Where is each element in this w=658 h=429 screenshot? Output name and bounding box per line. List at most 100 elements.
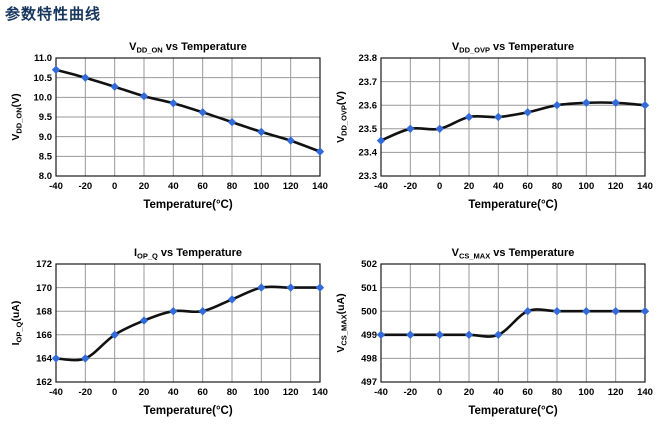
data-point-marker bbox=[552, 101, 562, 110]
y-axis-label: VDD_ON(V) bbox=[10, 93, 24, 140]
x-axis-label: Temperature(°C) bbox=[143, 199, 233, 211]
svg-text:-40: -40 bbox=[49, 181, 63, 192]
svg-text:168: 168 bbox=[36, 306, 52, 317]
series-line bbox=[54, 68, 322, 153]
y-axis-label: VCS_MAX(uA) bbox=[335, 293, 349, 352]
data-point-marker bbox=[552, 307, 562, 316]
chart-canvas-iop-q: 162 164 166 168 170 172 -40 -20 0 20 40 60 80 100 120 1… bbox=[10, 247, 328, 417]
data-point-marker bbox=[227, 295, 237, 304]
y-axis-label: IOP_Q(uA) bbox=[10, 301, 24, 346]
y-tick-labels: 8.0 8.5 9.0 9.5 10.0 10.5 11.0 bbox=[34, 53, 53, 182]
svg-text:-20: -20 bbox=[78, 181, 92, 192]
svg-text:-40: -40 bbox=[49, 387, 63, 398]
x-tick-labels: -40 -20 0 20 40 60 80 100 120 140 bbox=[49, 181, 328, 192]
chart-title: VCS_MAX vs Temperature bbox=[452, 247, 575, 261]
y-tick-labels: 497 498 499 500 501 502 bbox=[361, 259, 378, 388]
data-point-marker bbox=[435, 124, 444, 133]
series-line bbox=[379, 101, 647, 142]
svg-text:23.8: 23.8 bbox=[359, 53, 378, 64]
series-line bbox=[379, 308, 647, 338]
svg-text:8.0: 8.0 bbox=[39, 171, 52, 182]
svg-text:100: 100 bbox=[578, 387, 594, 398]
chart-vdd-on-vs-temperature: 8.0 8.5 9.0 9.5 10.0 10.5 11.0 -40 -20 0 20 40 60 80 1… bbox=[8, 36, 330, 216]
x-axis-label: Temperature(°C) bbox=[468, 199, 558, 211]
data-point-marker bbox=[435, 330, 444, 339]
svg-text:140: 140 bbox=[637, 387, 653, 398]
x-tick-labels: -40 -20 0 20 40 60 80 100 120 140 bbox=[374, 181, 653, 192]
data-point-marker bbox=[582, 98, 591, 107]
charts-grid: 8.0 8.5 9.0 9.5 10.0 10.5 11.0 -40 -20 0 20 40 60 80 1… bbox=[8, 36, 655, 422]
y-axis-label: VDD_OVP(V) bbox=[335, 91, 349, 143]
svg-text:60: 60 bbox=[197, 181, 208, 192]
svg-text:499: 499 bbox=[361, 330, 377, 341]
svg-text:170: 170 bbox=[36, 283, 52, 294]
chart-canvas-vcs-max: 497 498 499 500 501 502 -40 -20 0 20 40 60 80 100 120 1… bbox=[335, 247, 653, 417]
data-point-marker bbox=[640, 101, 650, 110]
data-point-marker bbox=[110, 82, 119, 91]
gridlines bbox=[381, 58, 645, 176]
x-tick-labels: -40 -20 0 20 40 60 80 100 120 140 bbox=[374, 387, 653, 398]
data-point-marker bbox=[286, 136, 295, 145]
data-point-marker bbox=[257, 283, 266, 292]
svg-text:166: 166 bbox=[36, 330, 52, 341]
data-point-marker bbox=[376, 136, 386, 145]
data-point-marker bbox=[406, 124, 415, 133]
plot-frame bbox=[380, 263, 646, 383]
data-point-marker bbox=[582, 307, 591, 316]
svg-text:164: 164 bbox=[36, 354, 53, 365]
data-point-marker bbox=[494, 112, 503, 122]
data-point-marker bbox=[523, 108, 532, 117]
svg-text:120: 120 bbox=[608, 181, 624, 192]
svg-text:23.5: 23.5 bbox=[359, 124, 378, 135]
data-point-marker bbox=[169, 307, 178, 316]
svg-text:140: 140 bbox=[637, 181, 653, 192]
x-axis-label: Temperature(°C) bbox=[143, 405, 233, 417]
svg-text:500: 500 bbox=[361, 306, 377, 317]
chart-vcs-max-vs-temperature: 497 498 499 500 501 502 -40 -20 0 20 40 60 80 100 120 1… bbox=[333, 242, 655, 422]
svg-text:172: 172 bbox=[36, 259, 52, 270]
svg-text:120: 120 bbox=[283, 181, 299, 192]
svg-text:140: 140 bbox=[312, 181, 328, 192]
svg-text:60: 60 bbox=[197, 387, 208, 398]
x-tick-labels: -40 -20 0 20 40 60 80 100 120 140 bbox=[49, 387, 328, 398]
plot-frame bbox=[55, 57, 321, 177]
data-point-marker bbox=[51, 354, 61, 363]
svg-text:23.7: 23.7 bbox=[359, 77, 378, 88]
svg-text:9.0: 9.0 bbox=[39, 132, 52, 143]
series-line bbox=[54, 285, 322, 362]
svg-text:0: 0 bbox=[437, 181, 442, 192]
data-point-marker bbox=[198, 108, 207, 117]
data-point-marker bbox=[81, 73, 90, 82]
svg-text:0: 0 bbox=[112, 181, 117, 192]
chart-title: VDD_OVP vs Temperature bbox=[452, 41, 574, 55]
svg-text:0: 0 bbox=[437, 387, 442, 398]
svg-text:498: 498 bbox=[361, 354, 377, 365]
data-point-marker bbox=[110, 330, 119, 339]
gridlines bbox=[56, 58, 320, 176]
svg-text:497: 497 bbox=[361, 377, 377, 388]
plot-frame bbox=[380, 57, 646, 177]
chart-title: VDD_ON vs Temperature bbox=[129, 41, 247, 55]
svg-text:-40: -40 bbox=[374, 387, 388, 398]
data-point-marker bbox=[315, 147, 325, 156]
svg-text:-40: -40 bbox=[374, 181, 388, 192]
data-point-marker bbox=[139, 92, 149, 101]
data-point-marker bbox=[494, 330, 503, 339]
y-tick-labels: 23.3 23.4 23.5 23.6 23.7 23.8 bbox=[359, 53, 378, 182]
data-point-marker bbox=[464, 330, 474, 339]
svg-text:23.4: 23.4 bbox=[359, 148, 378, 159]
data-point-marker bbox=[315, 283, 325, 292]
section-title: 参数特性曲线 bbox=[5, 6, 102, 23]
x-axis-label: Temperature(°C) bbox=[468, 405, 558, 417]
svg-text:40: 40 bbox=[168, 387, 179, 398]
svg-text:60: 60 bbox=[522, 387, 533, 398]
chart-title: IOP_Q vs Temperature bbox=[134, 247, 242, 261]
chart-iop-q-vs-temperature: 162 164 166 168 170 172 -40 -20 0 20 40 60 80 100 120 1… bbox=[8, 242, 330, 422]
svg-text:-20: -20 bbox=[403, 181, 417, 192]
svg-text:120: 120 bbox=[608, 387, 624, 398]
svg-text:40: 40 bbox=[168, 181, 179, 192]
svg-text:40: 40 bbox=[493, 181, 504, 192]
svg-text:20: 20 bbox=[464, 181, 475, 192]
svg-text:10.0: 10.0 bbox=[34, 93, 53, 104]
